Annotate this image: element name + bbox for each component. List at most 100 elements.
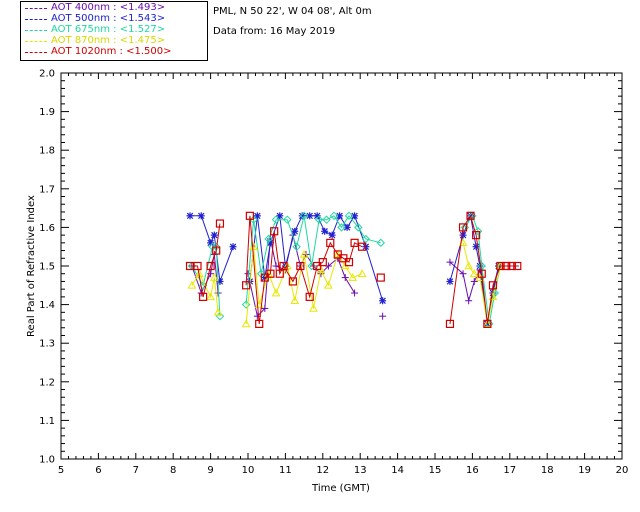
marker-stroke [267,239,274,247]
marker-stroke [379,297,386,304]
data-point-diamond [354,223,363,232]
x-tick-label: 15 [429,465,442,476]
data-point-diamond [271,215,281,224]
data-point-diamond [314,215,324,224]
series-line [191,246,221,317]
x-tick-label: 6 [95,465,101,476]
data-point-asterisk [459,231,467,239]
y-tick-label: 1.7 [39,184,55,195]
data-point-plus [465,297,473,305]
x-tick-label: 12 [316,465,329,476]
data-point-asterisk [253,212,261,220]
y-tick-label: 1.2 [39,377,55,388]
legend-item: AOT 1020nm : <1.500> [21,46,207,58]
x-axis-label: Time (GMT) [311,483,370,494]
data-point-square [215,219,225,228]
x-tick-label: 18 [541,465,554,476]
data-point-square [296,261,305,271]
data-point-square [193,261,202,271]
data-point-square [242,281,251,290]
x-tick-label: 11 [279,465,292,476]
y-tick-label: 1.6 [39,223,55,234]
data-point-square [212,246,221,255]
x-tick-label: 8 [170,465,176,476]
data-point-square [507,261,516,271]
marker-stroke [446,278,454,285]
x-tick-label: 13 [354,465,367,476]
data-point-diamond [361,234,371,244]
data-point-square [496,261,505,271]
marker-stroke [211,231,218,239]
data-point-asterisk [229,243,237,251]
x-tick-label: 14 [391,465,404,476]
data-point-asterisk [207,239,215,247]
series-line [449,213,500,324]
marker-stroke [291,228,298,235]
legend-label: AOT 500nm : <1.543> [51,13,166,24]
marker-stroke [321,228,328,235]
marker-stroke [207,239,214,247]
data-point-triangle [324,280,333,289]
legend-line [25,8,47,9]
data-point-square [513,261,522,271]
data-point-square [266,269,275,278]
data-point-square [458,223,468,232]
y-tick-label: 1.8 [39,146,55,157]
data-point-diamond [299,211,309,221]
series-square [185,211,522,328]
data-point-plus [446,258,454,266]
data-point-square [326,238,335,247]
x-tick-label: 9 [207,465,213,476]
data-point-diamond [337,223,346,232]
marker-stroke [313,212,321,220]
marker-stroke [351,212,358,220]
legend-label: AOT 400nm : <1.493> [51,2,166,13]
plot-frame [60,72,623,460]
data-point-plus [261,304,269,312]
data-point-square [472,231,481,240]
data-point-triangle [241,319,251,328]
marker-stroke [198,212,205,220]
series-asterisk [186,212,503,328]
data-point-asterisk [328,231,336,239]
data-point-asterisk [210,231,218,239]
series-line [190,223,221,298]
legend-line [25,19,47,20]
x-tick-label: 5 [58,465,64,476]
y-tick-label: 1.3 [39,339,55,350]
series-line [245,215,363,324]
data-point-square [279,261,288,271]
data-point-square [501,261,511,271]
data-point-square [344,258,354,267]
legend-item: AOT 870nm : <1.475> [21,35,207,47]
data-point-asterisk [446,277,454,285]
series-diamond [187,211,505,329]
series-line [247,234,356,318]
data-point-asterisk [321,227,329,235]
data-point-square [488,281,498,290]
data-point-triangle [299,249,309,258]
data-point-diamond [477,261,486,271]
data-point-plus [470,277,478,285]
marker-stroke [186,212,194,220]
data-point-square [206,261,215,271]
data-point-diamond [264,234,273,244]
series-triangle [187,238,505,328]
data-point-asterisk [379,297,387,305]
legend-item: AOT 400nm : <1.493> [21,2,207,14]
data-point-asterisk [291,227,299,235]
series-line [191,272,219,313]
x-tick-label: 17 [503,465,516,476]
legend-line [25,30,47,31]
x-tick-label: 20 [616,465,629,476]
data-point-square [255,319,264,328]
marker-stroke [343,224,351,231]
data-point-diamond [249,215,258,224]
data-point-diamond [292,242,301,251]
data-point-square [318,258,327,267]
y-tick-label: 1.9 [39,107,55,118]
legend-label: AOT 1020nm : <1.500> [51,46,172,57]
x-tick-label: 19 [578,465,591,476]
marker-stroke [336,212,343,220]
